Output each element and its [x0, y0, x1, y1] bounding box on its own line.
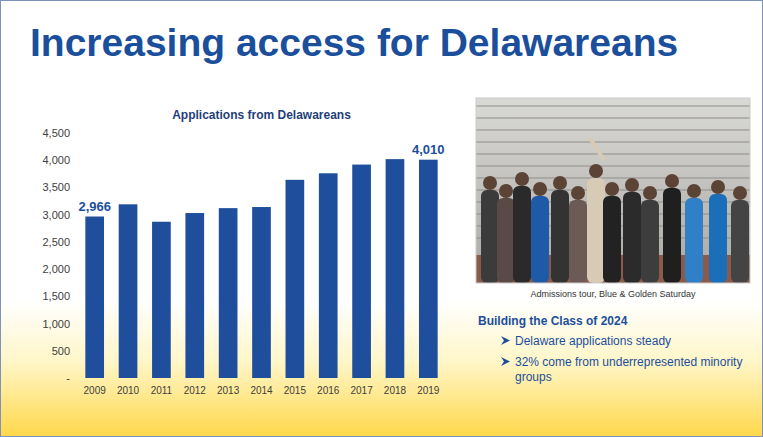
photo-step-edge — [476, 118, 750, 119]
photo-head — [533, 182, 547, 196]
bars — [85, 159, 437, 378]
bar — [119, 204, 138, 378]
photo-head — [733, 186, 747, 200]
x-tick-label: 2017 — [350, 385, 373, 396]
photo-steps — [476, 98, 750, 283]
x-tick-label: 2010 — [117, 385, 140, 396]
photo-person — [603, 196, 621, 283]
section-head: Building the Class of 2024 — [478, 314, 628, 328]
photo-person — [663, 188, 681, 283]
x-tick-label: 2013 — [217, 385, 240, 396]
y-tick-label: 3,000 — [42, 209, 70, 221]
photo — [476, 98, 750, 283]
photo-person — [497, 198, 515, 283]
background — [0, 0, 763, 437]
bar — [85, 217, 104, 378]
photo-step-edge — [476, 166, 750, 167]
x-tick-label: 2015 — [284, 385, 307, 396]
y-tick-label: 4,000 — [42, 154, 70, 166]
photo-head — [605, 182, 619, 196]
data-labels: 2,966 4,010 — [78, 142, 444, 214]
photo-step-edge — [476, 130, 750, 131]
x-tick-label: 2019 — [417, 385, 440, 396]
x-tick-label: 2014 — [250, 385, 273, 396]
bullet-arrow — [501, 336, 510, 345]
y-tick-label: 1,000 — [42, 318, 70, 330]
y-tick-label: 2,500 — [42, 236, 70, 248]
photo-head — [589, 164, 603, 178]
photo-head — [571, 186, 585, 200]
x-tick-label: 2018 — [384, 385, 407, 396]
bar — [219, 208, 238, 378]
photo-head — [711, 180, 725, 194]
photo-person — [481, 190, 499, 283]
bullet-text: 32% come from underrepresented minorityg… — [515, 355, 742, 384]
photo-arm — [590, 138, 604, 160]
photo-frame — [476, 98, 750, 283]
gold-band — [0, 300, 763, 437]
photo-step-edge — [476, 154, 750, 155]
photo-caption: Admissions tour, Blue & Golden Saturday — [530, 289, 696, 299]
bar — [286, 180, 305, 378]
bullet-arrow — [501, 357, 510, 366]
photo-step-edge — [476, 106, 750, 107]
photo-person — [587, 178, 605, 283]
y-tick-label: 1,500 — [42, 290, 70, 302]
photo-head — [483, 176, 497, 190]
photo-head — [553, 176, 567, 190]
y-tick-label: 2,000 — [42, 263, 70, 275]
x-tick-label: 2009 — [84, 385, 107, 396]
photo-step-edge — [476, 142, 750, 143]
photo-person — [623, 192, 641, 283]
bullet-text: Delaware applications steady — [515, 334, 671, 348]
bar — [419, 160, 438, 378]
photo-person — [731, 200, 749, 283]
x-tick-label: 2016 — [317, 385, 340, 396]
y-tick-label: 3,500 — [42, 181, 70, 193]
y-tick-label: 500 — [52, 345, 70, 357]
slide: Increasing access for Delawareans Applica… — [0, 0, 763, 437]
photo-person — [551, 190, 569, 283]
photo-person — [569, 200, 587, 283]
data-label: 2,966 — [78, 199, 111, 214]
x-tick-label: 2011 — [151, 385, 173, 396]
photo-head — [643, 186, 657, 200]
x-axis: 2009 2010 2011 2012 2013 2014 2015 2016 2017 2018… — [84, 385, 440, 396]
photo-person — [709, 194, 727, 283]
y-tick-label: 4,500 — [42, 127, 70, 139]
bullet-line: 32% come from underrepresented minority — [515, 355, 742, 369]
bar — [319, 173, 338, 378]
photo-person — [685, 198, 703, 283]
bar — [386, 159, 405, 378]
y-axis: - 500 1,000 1,500 2,000 2,500 3,000 3,500 4,000 4… — [42, 127, 70, 384]
photo-person — [513, 186, 531, 283]
data-label: 4,010 — [412, 142, 445, 157]
bar — [252, 207, 271, 378]
photo-head — [687, 184, 701, 198]
bullet-line: groups — [515, 370, 552, 384]
x-tick-label: 2012 — [184, 385, 207, 396]
photo-person — [641, 200, 659, 283]
bar — [152, 222, 171, 378]
photo-head — [665, 174, 679, 188]
photo-head — [499, 184, 513, 198]
bar — [185, 213, 204, 378]
y-tick-label: - — [66, 372, 70, 384]
slide-title: Increasing access for Delawareans — [30, 21, 678, 64]
photo-person — [531, 196, 549, 283]
photo-head — [515, 172, 529, 186]
bar — [352, 165, 371, 378]
photo-head — [625, 178, 639, 192]
chart-title: Applications from Delawareans — [172, 108, 351, 122]
slide-border — [1, 1, 763, 437]
bullet-line: Delaware applications steady — [515, 334, 671, 348]
